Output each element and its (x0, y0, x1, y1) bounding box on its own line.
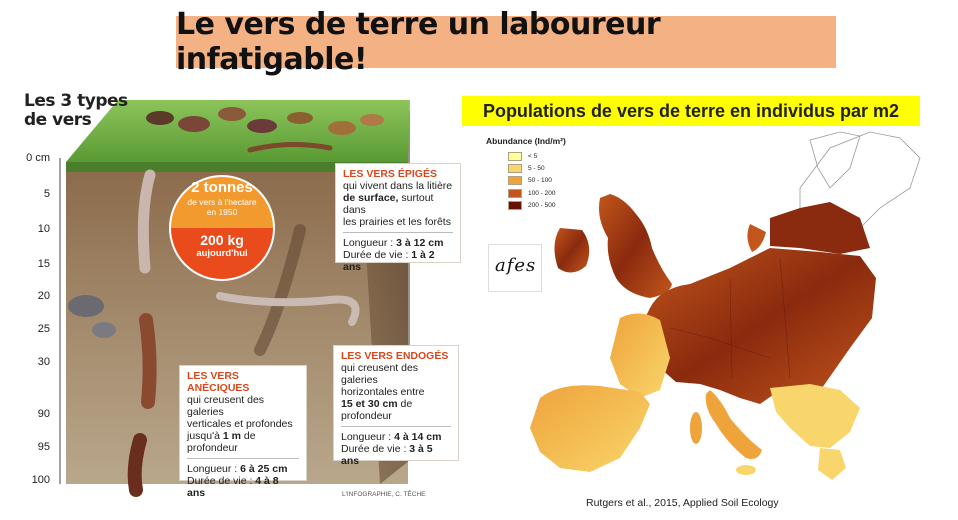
badge-bottom-line2: aujourd'hui (196, 248, 248, 259)
legend-label: 5 - 50 (528, 165, 545, 173)
depth-tick: 0 cm (26, 152, 50, 164)
card-epiges-line1: qui vivent dans la litière (343, 180, 453, 192)
card-epiges: LES VERS ÉPIGÉS qui vivent dans la litiè… (336, 164, 460, 273)
card-aneciques-line3-rest: de (240, 430, 256, 442)
depth-tick: 5 (43, 188, 50, 200)
badge-top-line2: de vers à l'hectare (187, 197, 257, 207)
card-aneciques-line1: qui creusent des galeries (187, 394, 265, 418)
types-heading: Les 3 types de vers (24, 92, 128, 130)
legend-swatch (508, 201, 522, 211)
depth-tick: 90 (37, 408, 50, 420)
card-endoges-line3-rest: de (397, 398, 413, 410)
population-badge (169, 175, 275, 281)
life-value: 4 à 8 ans (187, 475, 279, 499)
card-aneciques-line3: jusqu'à 1 m de (187, 430, 299, 442)
length-label: Longueur : (341, 431, 395, 443)
card-endoges-head: LES VERS ENDOGÉS (341, 350, 449, 362)
card-epiges-line2-bold: de surface, (343, 192, 399, 204)
legend-label: 50 - 100 (528, 177, 552, 185)
legend-swatch (508, 176, 522, 186)
card-endoges-line1: qui creusent des galeries (341, 362, 419, 386)
legend-label: < 5 (528, 152, 538, 160)
legend-item: 5 - 50 (486, 162, 566, 174)
depth-tick: 25 (37, 323, 50, 335)
depth-tick: 95 (37, 441, 50, 453)
legend-item: < 5 (486, 150, 566, 162)
map-title-banner: Populations de vers de terre en individu… (462, 96, 920, 126)
card-endoges-line2: horizontales entre (341, 386, 425, 398)
life-label: Durée de vie : (187, 475, 256, 487)
map-legend: Abundance (Ind/m²) < 5 5 - 50 50 - 100 1… (486, 136, 566, 212)
card-endoges-length: Longueur : 4 à 14 cm (341, 431, 451, 443)
card-epiges-head: LES VERS ÉPIGÉS (343, 168, 437, 180)
afes-logo: afes (488, 244, 542, 292)
life-value: 3 à 5 ans (341, 443, 433, 467)
depth-tick: 10 (37, 223, 50, 235)
types-heading-line1: Les 3 types (24, 91, 128, 111)
title-banner: Le vers de terre un laboureur infatigabl… (176, 7, 836, 77)
map-title: Populations de vers de terre en individu… (482, 100, 900, 121)
card-aneciques-line2: verticales et profondes (187, 418, 293, 430)
card-endoges-life: Durée de vie : 3 à 5 ans (341, 443, 451, 467)
badge-bottom-value: 200 kg (200, 232, 244, 248)
card-epiges-line2: de surface, surtout dans (343, 192, 453, 216)
depth-tick: 20 (37, 290, 50, 302)
badge-top-value: 2 tonnes (191, 179, 253, 196)
map-credit: Rutgers et al., 2015, Applied Soil Ecolo… (586, 497, 779, 509)
card-epiges-life: Durée de vie : 1 à 2 ans (343, 249, 453, 273)
types-heading-line2: de vers (24, 110, 92, 130)
infographic-credit: L'INFOGRAPHIE, C. TÊCHE (342, 491, 426, 498)
legend-item: 50 - 100 (486, 175, 566, 187)
length-label: Longueur : (343, 237, 397, 249)
card-aneciques-line4: profondeur (187, 442, 238, 454)
divider (343, 232, 453, 233)
card-endoges: LES VERS ENDOGÉS qui creusent des galeri… (334, 346, 458, 467)
card-endoges-line3: 15 et 30 cm de (341, 398, 451, 410)
card-aneciques-line3-bold: 1 m (222, 430, 241, 442)
legend-swatch (508, 188, 522, 198)
card-epiges-length: Longueur : 3 à 12 cm (343, 237, 453, 249)
depth-tick: 100 (31, 474, 50, 486)
legend-swatch (508, 164, 522, 174)
card-aneciques: LES VERS ANÉCIQUES qui creusent des gale… (180, 366, 306, 499)
depth-tick: 15 (37, 258, 50, 270)
legend-label: 100 - 200 (528, 189, 556, 197)
divider (187, 458, 299, 459)
card-endoges-line4: profondeur (341, 410, 392, 422)
length-label: Longueur : (187, 463, 241, 475)
length-value: 4 à 14 cm (394, 431, 442, 443)
card-epiges-line3: les prairies et les forêts (343, 216, 451, 228)
badge-top-line3: en 1950 (206, 207, 238, 217)
afes-logo-text: afes (495, 255, 537, 276)
legend-title: Abundance (Ind/m²) (486, 136, 566, 146)
card-epiges-line2-rest: surtout dans (343, 192, 434, 216)
length-value: 3 à 12 cm (396, 237, 444, 249)
card-aneciques-line3-pre: jusqu'à (187, 430, 223, 442)
card-endoges-line3-bold: 15 et 30 cm (341, 398, 398, 410)
card-aneciques-length: Longueur : 6 à 25 cm (187, 463, 299, 475)
legend-item: 100 - 200 (486, 187, 566, 199)
life-label: Durée de vie : (343, 249, 412, 261)
page-title: Le vers de terre un laboureur infatigabl… (176, 7, 661, 77)
card-aneciques-head: LES VERS ANÉCIQUES (187, 370, 250, 394)
legend-swatch (508, 151, 522, 161)
card-aneciques-life: Durée de vie : 4 à 8 ans (187, 475, 299, 499)
depth-tick: 30 (37, 356, 50, 368)
europe-abundance-map (530, 131, 921, 480)
life-label: Durée de vie : (341, 443, 410, 455)
legend-item: 200 - 500 (486, 200, 566, 212)
length-value: 6 à 25 cm (240, 463, 288, 475)
divider (341, 426, 451, 427)
life-value: 1 à 2 ans (343, 249, 435, 273)
legend-label: 200 - 500 (528, 202, 556, 210)
